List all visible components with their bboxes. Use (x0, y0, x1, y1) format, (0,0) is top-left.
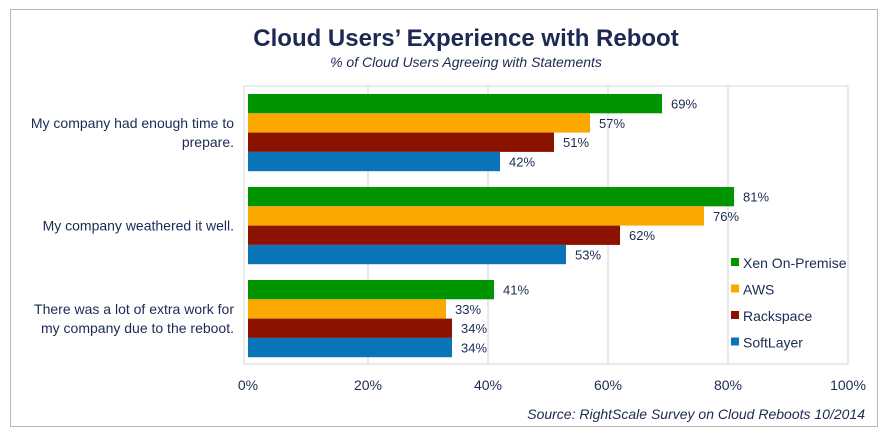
bar-softlayer (248, 151, 500, 172)
x-tick-label: 0% (238, 377, 258, 393)
data-label: 42% (509, 154, 535, 169)
x-tick-label: 60% (594, 377, 622, 393)
bar-rackspace (248, 132, 554, 152)
legend-swatch (731, 284, 739, 293)
bar-softlayer (248, 337, 452, 358)
data-label: 76% (713, 209, 739, 224)
bar-rackspace (248, 225, 620, 245)
bar-aws (248, 299, 446, 319)
data-label: 51% (563, 135, 589, 150)
x-tick-label: 100% (830, 377, 866, 393)
data-label: 53% (575, 247, 601, 262)
data-label: 69% (671, 97, 697, 112)
data-label: 81% (743, 190, 769, 205)
bar-xen-on-premise (248, 187, 734, 207)
category-label: There was a lot of extra work for (34, 301, 234, 317)
bar-softlayer (248, 244, 566, 265)
category-label: prepare. (182, 134, 234, 150)
data-label: 33% (455, 302, 481, 317)
chart-source: Source: RightScale Survey on Cloud Reboo… (527, 406, 865, 422)
chart-subtitle: % of Cloud Users Agreeing with Statement… (330, 54, 602, 70)
data-label: 57% (599, 116, 625, 131)
category-label: my company due to the reboot. (41, 320, 234, 336)
legend-entry: Rackspace (743, 308, 812, 324)
x-tick-label: 40% (474, 377, 502, 393)
data-label: 41% (503, 283, 529, 298)
bar-xen-on-premise (248, 280, 494, 300)
legend-entry: SoftLayer (743, 335, 803, 351)
chart-title: Cloud Users’ Experience with Reboot (253, 25, 678, 52)
bar-rackspace (248, 318, 452, 338)
category-label: My company weathered it well. (43, 218, 234, 234)
legend-swatch (731, 311, 739, 319)
bar-aws (248, 206, 704, 226)
chart-frame (10, 9, 878, 427)
legend-entry: AWS (743, 282, 774, 298)
bar-xen-on-premise (248, 94, 662, 114)
category-label: My company had enough time to (31, 115, 234, 131)
legend-swatch (731, 258, 739, 266)
bar-aws (248, 113, 590, 133)
data-label: 34% (461, 340, 487, 355)
x-tick-label: 20% (354, 377, 382, 393)
x-tick-label: 80% (714, 377, 742, 393)
data-label: 62% (629, 228, 655, 243)
data-label: 34% (461, 321, 487, 336)
legend-entry: Xen On-Premise (743, 255, 847, 271)
legend-swatch (731, 337, 739, 346)
